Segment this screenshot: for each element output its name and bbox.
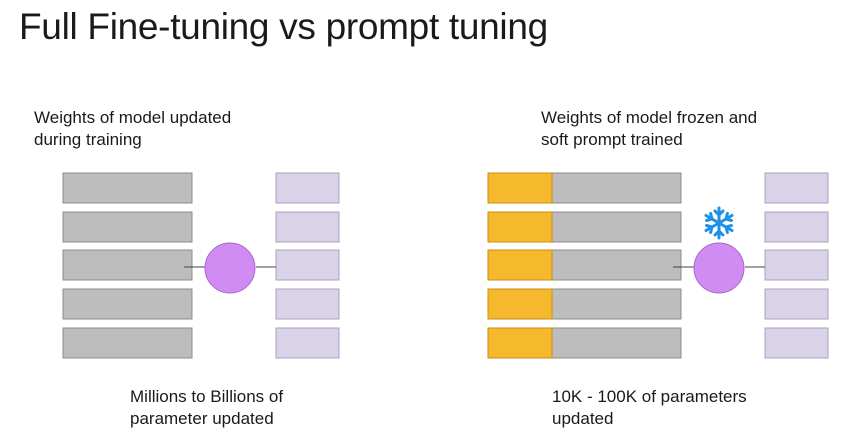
right-weight-row-5 (551, 327, 682, 359)
right-output-row-5 (764, 327, 829, 359)
right-heading-line1: Weights of model frozen and (541, 108, 758, 127)
left-heading: Weights of model updated during training (34, 107, 231, 151)
right-neuron (693, 242, 745, 294)
left-output-row-4 (275, 288, 340, 320)
left-weight-row-1 (62, 172, 193, 204)
right-heading: Weights of model frozen and soft prompt … (541, 107, 757, 151)
left-weight-row-2 (62, 211, 193, 243)
right-weight-row-1 (551, 172, 682, 204)
right-weight-row-3 (551, 249, 682, 281)
snowflake-icon (704, 206, 734, 240)
right-weight-row-4 (551, 288, 682, 320)
right-weight-row-2 (551, 211, 682, 243)
right-outputs (764, 172, 829, 359)
left-weight-row-3 (62, 249, 193, 281)
page-title: Full Fine-tuning vs prompt tuning (19, 6, 548, 47)
right-model-weights (551, 172, 682, 359)
right-output-row-4 (764, 288, 829, 320)
left-footer: Millions to Billions of parameter update… (130, 386, 283, 430)
soft-prompt-row-2 (487, 211, 553, 243)
left-outputs (275, 172, 340, 359)
soft-prompt-row-5 (487, 327, 553, 359)
left-output-row-2 (275, 211, 340, 243)
soft-prompt-tokens (487, 172, 553, 359)
left-neuron (204, 242, 256, 294)
left-weight-row-4 (62, 288, 193, 320)
right-heading-line2: soft prompt trained (541, 130, 683, 149)
soft-prompt-row-3 (487, 249, 553, 281)
left-heading-line1: Weights of model updated (34, 108, 232, 127)
left-output-row-3 (275, 249, 340, 281)
left-heading-line2: during training (34, 130, 142, 149)
left-output-row-1 (275, 172, 340, 204)
right-footer-line2: updated (552, 409, 614, 428)
left-weight-row-5 (62, 327, 193, 359)
right-output-row-3 (764, 249, 829, 281)
right-output-row-2 (764, 211, 829, 243)
left-output-row-5 (275, 327, 340, 359)
soft-prompt-row-1 (487, 172, 553, 204)
right-output-row-1 (764, 172, 829, 204)
left-model-weights (62, 172, 193, 359)
right-footer: 10K - 100K of parameters updated (552, 386, 747, 430)
right-footer-line1: 10K - 100K of parameters (552, 387, 747, 406)
soft-prompt-row-4 (487, 288, 553, 320)
left-footer-line2: parameter updated (130, 409, 274, 428)
left-footer-line1: Millions to Billions of (130, 387, 284, 406)
